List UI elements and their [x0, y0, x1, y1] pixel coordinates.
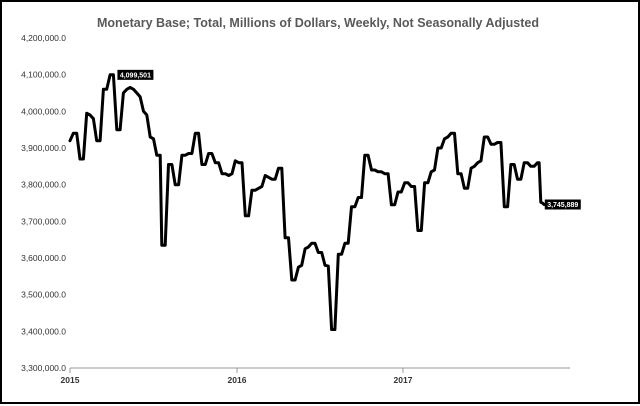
y-tick-label: 4,200,000.0: [21, 33, 66, 43]
y-tick-label: 4,000,000.0: [21, 106, 66, 116]
series-layer: [68, 73, 546, 331]
y-axis-tick-labels: 3,300,000.0 3,400,000.0 3,500,000.0 3,600,0…: [21, 33, 66, 373]
series-line: [68, 73, 546, 331]
x-tick-label: 2017: [394, 375, 413, 385]
y-tick-label: 3,300,000.0: [21, 363, 66, 373]
y-tick-label: 3,900,000.0: [21, 143, 66, 153]
x-tick-label: 2015: [61, 375, 80, 385]
data-callout-box: [117, 69, 154, 80]
y-tick-label: 3,400,000.0: [21, 326, 66, 336]
y-tick-label: 3,800,000.0: [21, 180, 66, 190]
chart-title: Monetary Base; Total, Millions of Dollar…: [97, 16, 539, 30]
x-tick-label: 2016: [228, 375, 247, 385]
x-axis: 2015 2016 2017: [61, 367, 570, 385]
y-tick-label: 3,600,000.0: [21, 253, 66, 263]
data-callouts: 4,099,501 3,745,889: [117, 69, 581, 210]
y-tick-label: 3,700,000.0: [21, 216, 66, 226]
y-tick-label: 3,500,000.0: [21, 290, 66, 300]
data-callout-box: [544, 199, 581, 210]
y-tick-label: 4,100,000.0: [21, 70, 66, 80]
data-callout-label: 4,099,501: [120, 72, 151, 79]
data-callout-label: 3,745,889: [547, 202, 578, 209]
